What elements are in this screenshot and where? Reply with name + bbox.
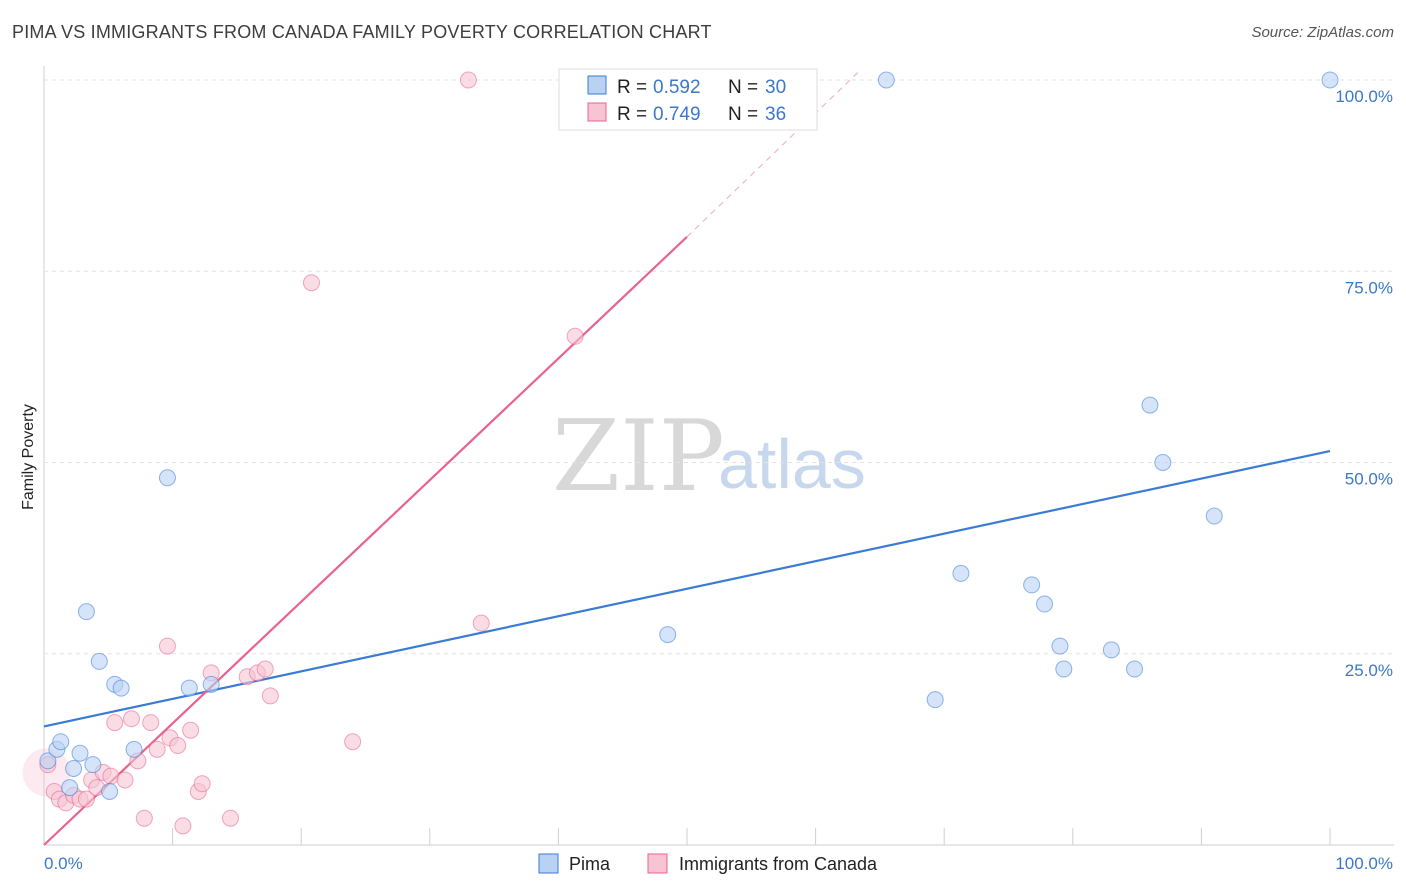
point-pima-6 xyxy=(77,603,95,621)
point-canada-30 xyxy=(261,687,279,705)
legend-r-value-pima: 0.592 xyxy=(653,77,701,98)
point-pima-15 xyxy=(202,675,220,693)
point-pima-13 xyxy=(158,469,176,487)
point-canada-10 xyxy=(102,767,120,785)
point-pima-18 xyxy=(926,691,944,709)
y-tick-label-75: 75.0% xyxy=(1345,278,1393,297)
legend-n-value-canada: 36 xyxy=(765,104,786,125)
bottom-legend-label-canada: Immigrants from Canada xyxy=(679,854,878,874)
point-pima-7 xyxy=(84,756,102,774)
x-tick-label-min: 0.0% xyxy=(44,854,83,873)
point-pima-4 xyxy=(65,760,83,777)
y-tick-label-25: 25.0% xyxy=(1345,661,1393,680)
point-canada-17 xyxy=(148,740,166,758)
point-canada-32 xyxy=(344,733,362,751)
y-tick-labels: 25.0% 50.0% 75.0% 100.0% xyxy=(1335,87,1393,680)
point-pima-25 xyxy=(1126,660,1144,678)
point-canada-31 xyxy=(302,274,320,292)
point-canada-22 xyxy=(182,721,200,739)
point-pima-19 xyxy=(952,564,970,582)
point-canada-12 xyxy=(116,771,134,789)
legend: R = 0.592 N = 30 R = 0.749 N = 36 xyxy=(558,68,818,131)
point-pima-24 xyxy=(1102,641,1120,659)
point-pima-8 xyxy=(90,652,108,670)
point-pima-20 xyxy=(1023,576,1041,594)
point-canada-35 xyxy=(566,327,584,345)
y-tick-label-50: 50.0% xyxy=(1345,470,1393,489)
legend-n-label-canada: N = xyxy=(728,104,758,125)
point-canada-33 xyxy=(459,71,477,89)
point-pima-5 xyxy=(71,744,89,762)
watermark-atlas: atlas xyxy=(718,425,866,503)
legend-swatch-pima xyxy=(587,75,607,95)
point-canada-16 xyxy=(142,714,160,732)
point-pima-27 xyxy=(1154,454,1172,471)
data-points xyxy=(22,71,1339,835)
point-pima-26 xyxy=(1141,396,1159,414)
point-pima-22 xyxy=(1051,637,1069,655)
point-pima-9 xyxy=(101,782,119,800)
x-tick-label-max: 100.0% xyxy=(1335,854,1393,873)
point-pima-29 xyxy=(1321,71,1339,89)
point-pima-21 xyxy=(1036,595,1054,613)
point-pima-23 xyxy=(1055,660,1073,678)
y-tick-label-100: 100.0% xyxy=(1335,87,1393,106)
point-pima-16 xyxy=(659,626,677,644)
bottom-legend-swatch-canada xyxy=(647,853,668,874)
point-canada-6 xyxy=(77,790,95,808)
watermark-zip: ZIP xyxy=(552,400,725,514)
y-axis-title: Family Poverty xyxy=(20,404,37,510)
point-pima-11 xyxy=(112,679,130,697)
point-canada-11 xyxy=(106,714,124,732)
chart-title: PIMA VS IMMIGRANTS FROM CANADA FAMILY PO… xyxy=(12,22,712,42)
legend-r-label-pima: R = xyxy=(617,77,647,98)
grid-lines xyxy=(44,79,1394,655)
bottom-legend: Pima Immigrants from Canada xyxy=(538,853,878,874)
point-canada-18 xyxy=(158,637,176,655)
point-pima-3 xyxy=(61,779,79,797)
legend-n-label-pima: N = xyxy=(728,77,758,98)
point-canada-20 xyxy=(169,737,187,755)
bottom-legend-label-pima: Pima xyxy=(569,854,611,874)
legend-r-label-canada: R = xyxy=(617,104,647,125)
point-canada-24 xyxy=(193,775,211,793)
point-pima-17 xyxy=(877,71,895,89)
point-pima-14 xyxy=(180,679,198,697)
legend-n-value-pima: 30 xyxy=(765,77,786,98)
point-canada-29 xyxy=(256,660,274,678)
point-pima-2 xyxy=(52,733,70,751)
source-label: Source: ZipAtlas.com xyxy=(1251,24,1394,41)
point-canada-21 xyxy=(174,817,192,835)
point-pima-0 xyxy=(39,752,57,770)
bottom-legend-swatch-pima xyxy=(538,853,559,874)
point-pima-28 xyxy=(1205,507,1223,525)
x-ticks xyxy=(172,828,1331,845)
legend-swatch-canada xyxy=(587,102,607,122)
point-pima-12 xyxy=(125,740,143,758)
point-canada-34 xyxy=(472,614,490,632)
point-canada-26 xyxy=(221,809,239,827)
point-canada-15 xyxy=(135,809,153,827)
point-canada-13 xyxy=(122,710,140,728)
legend-r-value-canada: 0.749 xyxy=(653,104,701,125)
